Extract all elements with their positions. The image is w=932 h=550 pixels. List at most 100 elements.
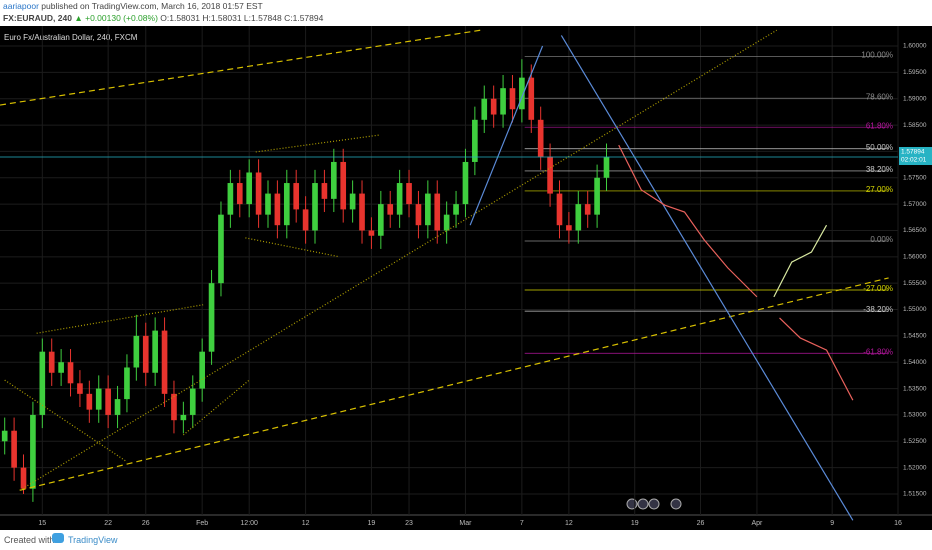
y-tick-label: 1.56500 xyxy=(903,227,927,234)
y-tick-label: 1.56000 xyxy=(903,254,927,261)
drawing xyxy=(560,35,854,521)
x-tick-label: 7 xyxy=(520,520,524,527)
candle-body xyxy=(11,430,17,468)
y-tick-label: 1.59500 xyxy=(903,69,927,76)
candle-body xyxy=(443,214,450,231)
symbol-line: FX:EURAUD, 240 ▲ +0.00130 (+0.08%) O:1.5… xyxy=(3,13,323,23)
candle-body xyxy=(584,204,591,215)
candle-body xyxy=(425,193,431,226)
footer: Created with TradingView xyxy=(0,530,932,550)
candle-body xyxy=(189,388,196,415)
author[interactable]: aariapoor xyxy=(3,1,39,11)
publish-line: aariapoor published on TradingView.com, … xyxy=(3,1,263,11)
drawing xyxy=(0,29,481,106)
candle-body xyxy=(434,193,441,231)
candle-body xyxy=(330,161,337,199)
candle-body xyxy=(547,156,553,194)
candle-body xyxy=(556,193,563,226)
candle-body xyxy=(575,204,582,231)
y-tick-label: 1.54000 xyxy=(903,359,927,366)
candle-body xyxy=(265,193,271,215)
candle-body xyxy=(199,351,205,389)
y-tick-label: 1.57000 xyxy=(903,201,927,208)
candle-body xyxy=(236,183,243,205)
fib-label: -38.20% xyxy=(863,305,893,314)
candle-body xyxy=(39,351,46,415)
candle-body xyxy=(30,414,36,489)
ohlc: O:1.58031 H:1.58031 L:1.57848 C:1.57894 xyxy=(160,13,324,23)
x-tick-label: 23 xyxy=(405,520,413,527)
candle-body xyxy=(152,330,158,373)
x-tick-label: Feb xyxy=(196,520,208,527)
candle-body xyxy=(368,230,375,236)
candle-body xyxy=(142,335,149,373)
y-tick-label: 1.54500 xyxy=(903,333,927,340)
candle-body xyxy=(378,204,384,236)
brand[interactable]: TradingView xyxy=(68,535,118,545)
drawing xyxy=(773,224,828,298)
fib-label: 61.80% xyxy=(866,121,893,130)
fib-label: 0.00% xyxy=(870,235,893,244)
change: ▲ +0.00130 (+0.08%) xyxy=(74,13,158,23)
candle-body xyxy=(105,388,111,415)
candle-body xyxy=(500,88,506,115)
x-tick-label: 19 xyxy=(368,520,376,527)
candle-body xyxy=(462,161,469,205)
drawing xyxy=(182,379,250,436)
drawing xyxy=(4,379,128,463)
candle-body xyxy=(48,351,55,373)
chart: Euro Fx/Australian Dollar, 240, FXCM 1.5… xyxy=(0,26,932,530)
candle-body xyxy=(594,177,600,215)
candle-body xyxy=(519,77,525,110)
event-icon[interactable] xyxy=(648,498,660,510)
x-tick-label: 22 xyxy=(104,520,112,527)
candle-body xyxy=(67,362,74,384)
candle-body xyxy=(293,183,300,210)
fib-label: 38.20% xyxy=(866,165,893,174)
candle-body xyxy=(77,383,83,394)
y-tick-label: 1.57500 xyxy=(903,174,927,181)
candle-body xyxy=(603,157,610,178)
created-with: Created with xyxy=(4,535,55,545)
candle-body xyxy=(58,362,64,373)
x-tick-label: 26 xyxy=(142,520,150,527)
y-tick-label: 1.52500 xyxy=(903,438,927,445)
y-tick-label: 1.51500 xyxy=(903,491,927,498)
event-icon[interactable] xyxy=(626,498,638,510)
drawing xyxy=(36,304,204,334)
drawing xyxy=(245,237,340,258)
candle-body xyxy=(312,183,318,231)
y-tick-label: 1.60000 xyxy=(903,43,927,50)
x-tick-label: 12:00 xyxy=(240,520,258,527)
candle-body xyxy=(481,98,488,120)
y-tick-label: 1.59000 xyxy=(903,95,927,102)
candle-body xyxy=(218,214,224,284)
candle-body xyxy=(171,393,177,421)
candle-body xyxy=(472,119,478,162)
y-tick-label: 1.52000 xyxy=(903,464,927,471)
candle-body xyxy=(509,88,516,110)
price-tag-label: 1.57894 xyxy=(901,149,925,156)
candle-body xyxy=(302,209,309,231)
candle-body xyxy=(124,367,130,400)
logo xyxy=(52,533,64,543)
price-tag xyxy=(899,147,932,166)
y-tick-label: 1.53000 xyxy=(903,412,927,419)
x-tick-label: 15 xyxy=(38,520,46,527)
candle-body xyxy=(359,193,365,231)
candle-body xyxy=(453,204,459,215)
candle-body xyxy=(490,98,497,115)
x-tick-label: 9 xyxy=(830,520,834,527)
fib-label: -27.00% xyxy=(863,284,893,293)
x-tick-label: 12 xyxy=(565,520,573,527)
event-icon[interactable] xyxy=(637,498,649,510)
candle-body xyxy=(227,183,234,215)
x-tick-label: 19 xyxy=(631,520,639,527)
event-icon[interactable] xyxy=(670,498,682,510)
candle-body xyxy=(1,430,8,442)
drawing xyxy=(469,45,544,226)
x-tick-label: Apr xyxy=(751,520,763,527)
event-icons[interactable] xyxy=(626,498,682,510)
y-tick-label: 1.53500 xyxy=(903,385,927,392)
